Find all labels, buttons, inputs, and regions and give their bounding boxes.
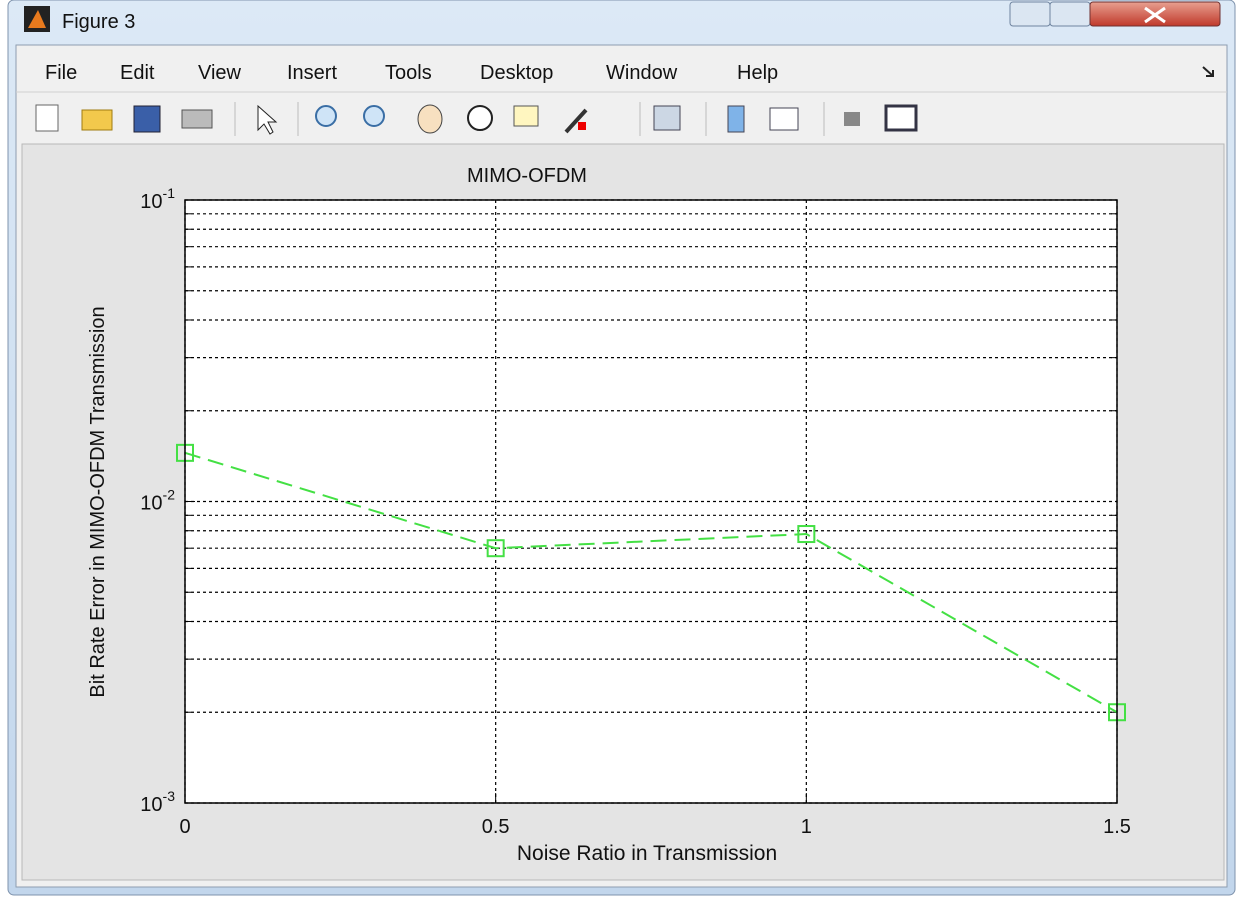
- menu-item[interactable]: Tools: [385, 62, 432, 84]
- menu-item[interactable]: Desktop: [480, 62, 553, 84]
- menu-item[interactable]: Insert: [287, 62, 337, 84]
- window: Figure 3 File Edit View Insert Tools Desktop W…: [0, 0, 1243, 899]
- tool-brush-color: [578, 122, 586, 130]
- tool-pan[interactable]: [418, 105, 442, 133]
- minimize-button[interactable]: [1010, 2, 1050, 26]
- tool-zoom-out[interactable]: [364, 106, 384, 126]
- tool-datacursor[interactable]: [514, 106, 538, 126]
- page: Figure 3 File Edit View Insert Tools Desktop W…: [0, 0, 1243, 899]
- tool-rotate[interactable]: [468, 106, 492, 130]
- tool-open[interactable]: [82, 110, 112, 130]
- x-tick-label: 0.5: [482, 816, 510, 838]
- maximize-button[interactable]: [1050, 2, 1090, 26]
- menu-item[interactable]: Help: [737, 62, 778, 84]
- x-tick-label: 1.5: [1103, 816, 1131, 838]
- tool-legend[interactable]: [770, 108, 798, 130]
- window-title: Figure 3: [62, 11, 135, 33]
- menu-item[interactable]: Edit: [120, 62, 155, 84]
- tool-new[interactable]: [36, 105, 58, 131]
- tool-save[interactable]: [134, 106, 160, 132]
- x-axis-label: Noise Ratio in Transmission: [517, 842, 777, 865]
- x-tick-label: 0: [179, 816, 190, 838]
- tool-hide-tools[interactable]: [844, 112, 860, 126]
- menu-item[interactable]: View: [198, 62, 242, 84]
- menu-item[interactable]: File: [45, 62, 77, 84]
- chart-title: MIMO-OFDM: [467, 165, 587, 187]
- tool-colorbar[interactable]: [728, 106, 744, 132]
- tool-dock[interactable]: [886, 106, 916, 130]
- tool-print[interactable]: [182, 110, 212, 128]
- y-axis-label: Bit Rate Error in MIMO-OFDM Transmission: [87, 306, 109, 697]
- tool-zoom-in[interactable]: [316, 106, 336, 126]
- x-tick-label: 1: [801, 816, 812, 838]
- menu-item[interactable]: Window: [606, 62, 678, 84]
- tool-link[interactable]: [654, 106, 680, 130]
